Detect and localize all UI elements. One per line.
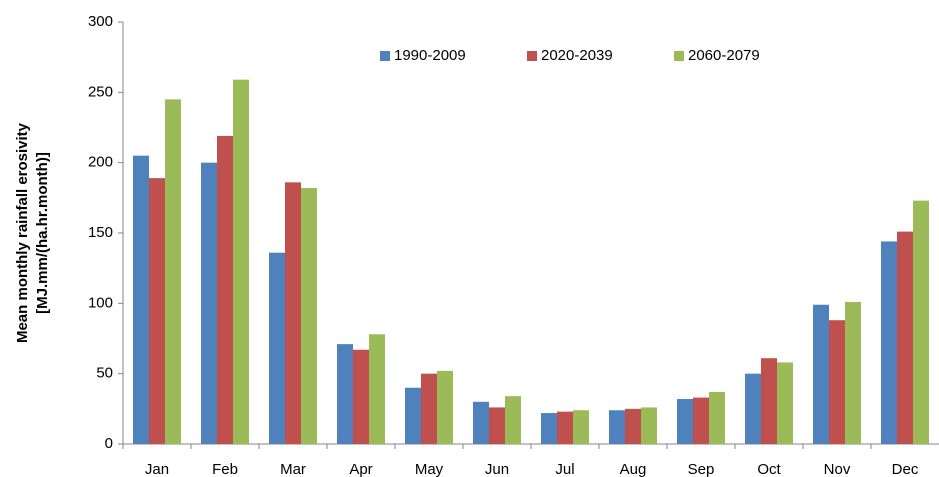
bar <box>609 410 625 444</box>
bar <box>693 397 709 444</box>
bar <box>421 373 437 444</box>
bar <box>557 411 573 444</box>
bar <box>829 320 845 444</box>
bar <box>845 301 861 444</box>
bar <box>233 79 249 444</box>
bar <box>489 407 505 444</box>
bar <box>149 178 165 444</box>
x-tick-label: Nov <box>824 461 851 477</box>
bar <box>405 387 421 444</box>
bar <box>165 99 181 444</box>
y-tick-label: 250 <box>88 83 113 100</box>
y-tick-label: 150 <box>88 224 113 241</box>
x-tick-label: Jul <box>555 461 574 477</box>
y-axis-label-line: [MJ.mm/(ha.hr.month)] <box>34 152 51 314</box>
bar <box>505 396 521 444</box>
bar <box>709 391 725 444</box>
bar <box>285 182 301 445</box>
x-tick-label: Jun <box>485 461 509 477</box>
bar <box>745 373 761 444</box>
y-tick-label: 100 <box>88 294 113 311</box>
bar <box>473 401 489 444</box>
bar <box>337 344 353 444</box>
bar <box>813 304 829 444</box>
bar <box>201 162 217 444</box>
legend-swatch <box>527 51 537 61</box>
x-tick-label: Oct <box>757 461 781 477</box>
bar <box>353 349 369 444</box>
legend-swatch <box>380 51 390 61</box>
bar <box>301 187 317 444</box>
bar <box>217 135 233 444</box>
y-tick-label: 50 <box>96 365 113 382</box>
legend-swatch <box>674 51 684 61</box>
bar <box>269 252 285 444</box>
y-tick-label: 300 <box>88 13 113 30</box>
bar <box>133 155 149 444</box>
bar <box>677 398 693 444</box>
bar <box>761 358 777 444</box>
bar <box>641 407 657 444</box>
bar <box>369 334 385 444</box>
y-axis-label: Mean monthly rainfall erosivity [MJ.mm/(… <box>14 122 51 343</box>
y-tick-label: 0 <box>105 435 113 452</box>
x-tick-label: May <box>415 461 444 477</box>
bar <box>437 370 453 444</box>
legend-label: 2020-2039 <box>541 47 613 64</box>
bar <box>913 200 929 444</box>
bar <box>777 362 793 444</box>
bar <box>625 408 641 444</box>
bar <box>573 410 589 444</box>
x-tick-label: Apr <box>349 461 372 477</box>
x-tick-label: Feb <box>212 461 238 477</box>
bar <box>897 231 913 444</box>
x-tick-label: Aug <box>620 461 647 477</box>
bar <box>881 241 897 444</box>
legend-label: 2060-2079 <box>688 47 760 64</box>
legend-label: 1990-2009 <box>394 47 466 64</box>
x-tick-label: Jan <box>145 461 169 477</box>
y-tick-label: 200 <box>88 154 113 171</box>
bar <box>541 413 557 444</box>
x-tick-label: Mar <box>280 461 306 477</box>
x-tick-label: Sep <box>688 461 715 477</box>
y-axis-label-line: Mean monthly rainfall erosivity <box>14 122 31 343</box>
x-tick-label: Dec <box>892 461 919 477</box>
